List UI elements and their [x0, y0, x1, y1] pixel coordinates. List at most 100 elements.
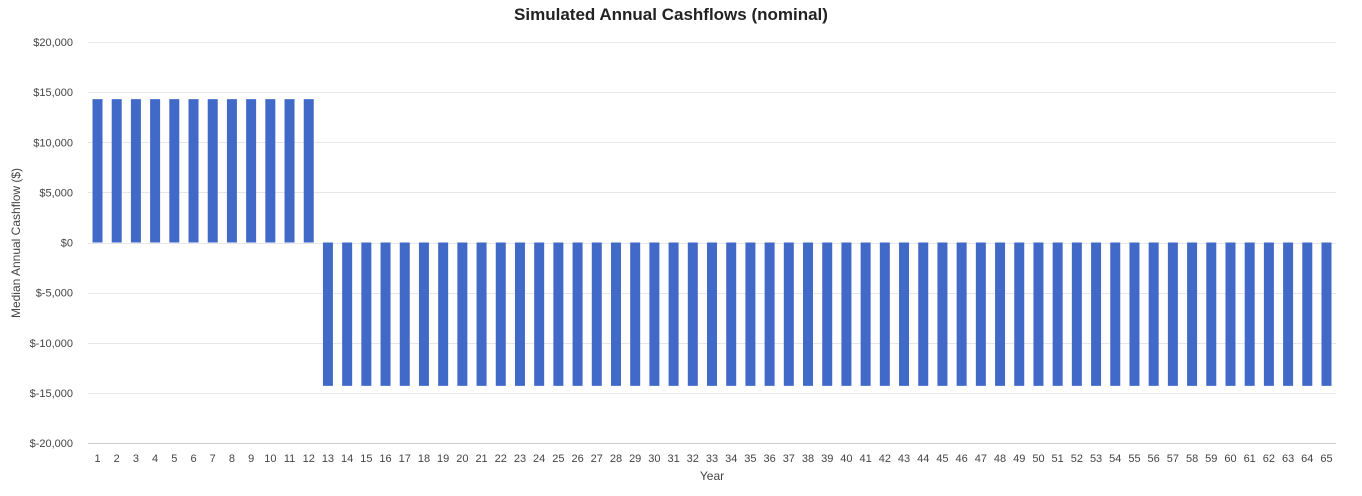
x-tick-label: 17 — [399, 453, 411, 465]
x-tick-label: 50 — [1032, 453, 1044, 465]
x-tick-label: 58 — [1186, 453, 1198, 465]
x-tick-label: 4 — [152, 453, 158, 465]
x-tick-label: 12 — [303, 453, 315, 465]
x-tick-label: 63 — [1282, 453, 1294, 465]
bar — [1071, 242, 1082, 386]
bar — [150, 99, 161, 243]
x-tick-label: 31 — [667, 453, 679, 465]
bar — [1206, 242, 1217, 386]
x-tick-label: 39 — [821, 453, 833, 465]
x-tick-label: 53 — [1090, 453, 1102, 465]
x-tick-label: 2 — [114, 453, 120, 465]
x-tick-labels: 1 2 3 4 5 6 7 8 9 10 11 12 13 14 15 16 17 18 19 20 21 22 23 24 2… — [94, 453, 1332, 465]
bar — [1014, 242, 1025, 386]
x-tick-label: 22 — [495, 453, 507, 465]
x-tick-label: 11 — [284, 453, 295, 465]
bar — [399, 242, 410, 386]
x-tick-label: 36 — [763, 453, 775, 465]
bar — [745, 242, 756, 386]
x-tick-label: 24 — [533, 453, 545, 465]
x-tick-label: 32 — [687, 453, 699, 465]
bar — [649, 242, 660, 386]
x-tick-label: 62 — [1263, 453, 1275, 465]
x-tick-label: 8 — [229, 453, 235, 465]
x-tick-label: 42 — [879, 453, 891, 465]
x-tick-label: 44 — [917, 453, 929, 465]
bar — [726, 242, 737, 386]
bar — [169, 99, 180, 243]
bars — [92, 99, 1332, 386]
x-tick-label: 61 — [1244, 453, 1256, 465]
bar — [1052, 242, 1063, 386]
x-tick-label: 54 — [1109, 453, 1121, 465]
bar — [130, 99, 141, 243]
bar — [975, 242, 986, 386]
bar — [1148, 242, 1159, 386]
x-tick-label: 37 — [783, 453, 795, 465]
bar — [534, 242, 545, 386]
bar — [572, 242, 583, 386]
bar — [246, 99, 257, 243]
bar — [1283, 242, 1294, 386]
bar — [380, 242, 391, 386]
x-tick-label: 26 — [571, 453, 583, 465]
y-tick-label: $0 — [61, 238, 73, 250]
x-tick-label: 7 — [210, 453, 216, 465]
x-tick-label: 46 — [956, 453, 968, 465]
bar — [1244, 242, 1255, 386]
x-tick-label: 40 — [840, 453, 852, 465]
x-tick-label: 18 — [418, 453, 430, 465]
x-tick-label: 45 — [936, 453, 948, 465]
bar — [111, 99, 122, 243]
bar — [226, 99, 237, 243]
bar — [1110, 242, 1121, 386]
bar — [1167, 242, 1178, 386]
x-tick-label: 25 — [552, 453, 564, 465]
bar — [514, 242, 525, 386]
x-tick-label: 34 — [725, 453, 737, 465]
x-tick-label: 1 — [94, 453, 100, 465]
bar — [438, 242, 449, 386]
x-tick-label: 51 — [1052, 453, 1064, 465]
y-tick-label: $15,000 — [33, 87, 73, 99]
y-tick-label: $5,000 — [39, 187, 73, 199]
x-tick-label: 56 — [1148, 453, 1160, 465]
bar — [1033, 242, 1044, 386]
bar — [322, 242, 333, 386]
bar — [418, 242, 429, 386]
bar — [1187, 242, 1198, 386]
bar — [764, 242, 775, 386]
bar — [207, 99, 218, 243]
bar — [956, 242, 967, 386]
x-axis-label: Year — [700, 469, 724, 483]
bar — [303, 99, 314, 243]
bar — [860, 242, 871, 386]
bar — [1091, 242, 1102, 386]
y-tick-label: $-15,000 — [30, 388, 73, 400]
bar — [707, 242, 717, 386]
x-tick-label: 10 — [264, 453, 276, 465]
bar — [841, 242, 852, 386]
bar — [553, 242, 564, 386]
x-tick-label: 16 — [379, 453, 391, 465]
bar — [899, 242, 910, 386]
x-tick-label: 23 — [514, 453, 526, 465]
bar — [995, 242, 1006, 386]
y-tick-label: $-5,000 — [36, 288, 73, 300]
bar — [803, 242, 814, 386]
bar — [92, 99, 103, 243]
bar — [783, 242, 794, 386]
y-tick-label: $-20,000 — [30, 438, 73, 450]
x-tick-label: 5 — [171, 453, 177, 465]
bar — [342, 242, 353, 386]
bar — [284, 99, 295, 243]
bar — [476, 242, 487, 386]
bar — [361, 242, 372, 386]
bar — [495, 242, 506, 386]
x-tick-label: 27 — [591, 453, 603, 465]
bar — [188, 99, 199, 243]
x-tick-label: 3 — [133, 453, 139, 465]
x-tick-label: 15 — [360, 453, 372, 465]
